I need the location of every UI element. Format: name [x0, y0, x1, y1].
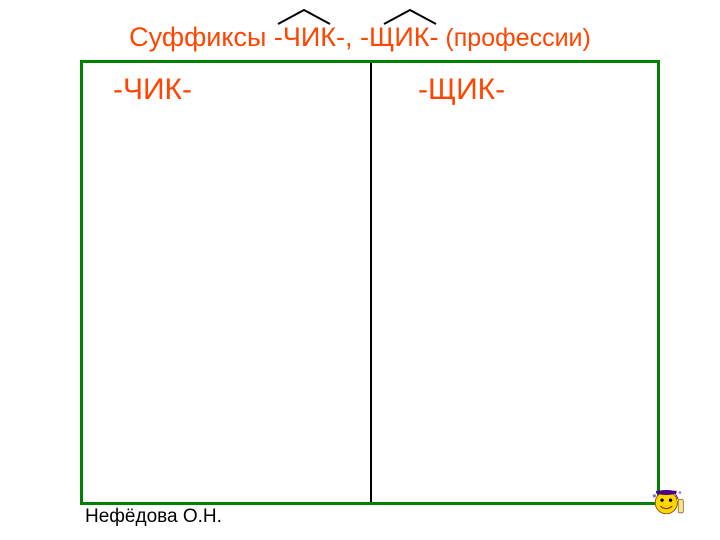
- author-credit: Нефёдова О.Н.: [85, 506, 222, 528]
- table-divider: [370, 63, 372, 502]
- column-header-right: -ЩИК-: [418, 73, 505, 107]
- page-title: Суффиксы -ЧИК-, -ЩИК- (профессии): [0, 22, 720, 53]
- title-suffix-2: -ЩИК-: [360, 22, 438, 52]
- column-header-left: -ЧИК-: [113, 73, 192, 107]
- title-prefix: Суффиксы: [129, 22, 274, 52]
- graduate-smiley-icon: [651, 484, 685, 518]
- title-subtitle: (профессии): [438, 24, 590, 52]
- title-suffix-1: -ЧИК-: [274, 22, 345, 52]
- title-comma: ,: [345, 22, 360, 52]
- comparison-table: -ЧИК- -ЩИК-: [80, 60, 660, 505]
